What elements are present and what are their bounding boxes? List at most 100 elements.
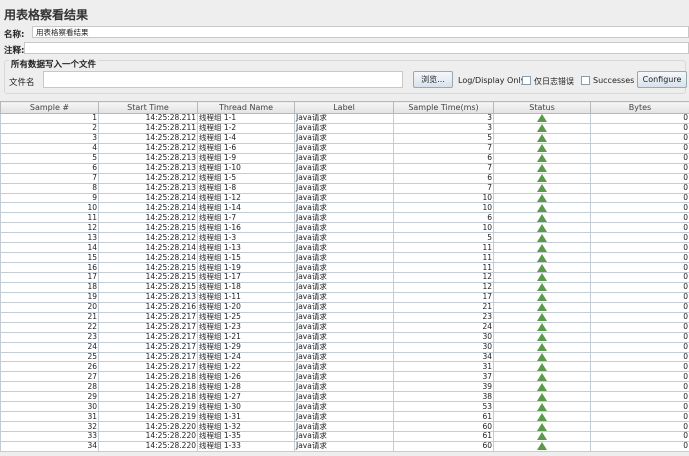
status-cell (493, 122, 591, 134)
sample-time-cell: 10 (393, 192, 494, 204)
errors-only-checkbox[interactable] (522, 76, 531, 85)
start-time-cell: 14:25:28.220 (98, 440, 198, 452)
table-row[interactable]: 10 14:25:28.214 线程组 1-14 Java请求 10 0 (0, 202, 689, 214)
column-header-sample[interactable]: Sample # (0, 101, 99, 114)
file-input[interactable] (43, 71, 403, 88)
table-row[interactable]: 7 14:25:28.212 线程组 1-5 Java请求 6 0 (0, 172, 689, 184)
table-row[interactable]: 8 14:25:28.213 线程组 1-8 Java请求 7 0 (0, 182, 689, 194)
start-time-cell: 14:25:28.215 (98, 281, 198, 293)
table-row[interactable]: 28 14:25:28.218 线程组 1-28 Java请求 39 0 (0, 381, 689, 393)
table-row[interactable]: 13 14:25:28.212 线程组 1-3 Java请求 5 0 (0, 232, 689, 244)
sample-time-cell: 11 (393, 252, 494, 264)
table-row[interactable]: 31 14:25:28.219 线程组 1-31 Java请求 61 0 (0, 411, 689, 423)
table-row[interactable]: 9 14:25:28.214 线程组 1-12 Java请求 10 0 (0, 192, 689, 204)
column-header-label[interactable]: Label (294, 101, 394, 114)
table-row[interactable]: 26 14:25:28.217 线程组 1-22 Java请求 31 0 (0, 361, 689, 373)
table-row[interactable]: 1 14:25:28.211 线程组 1-1 Java请求 3 0 (0, 113, 689, 124)
successes-checkbox[interactable] (581, 76, 590, 85)
label-cell: Java请求 (294, 331, 394, 343)
browse-button[interactable]: 浏览... (413, 71, 453, 88)
table-row[interactable]: 19 14:25:28.213 线程组 1-11 Java请求 17 0 (0, 291, 689, 303)
table-row[interactable]: 3 14:25:28.212 线程组 1-4 Java请求 5 0 (0, 132, 689, 144)
column-header-bytes[interactable]: Bytes (590, 101, 689, 114)
column-header-sample-time[interactable]: Sample Time(ms) (393, 101, 494, 114)
column-header-status[interactable]: Status (493, 101, 591, 114)
status-cell (493, 202, 591, 214)
label-cell: Java请求 (294, 252, 394, 264)
sample-number-cell: 10 (0, 202, 99, 214)
table-row[interactable]: 6 14:25:28.213 线程组 1-10 Java请求 7 0 (0, 162, 689, 174)
success-icon (537, 114, 547, 123)
table-row[interactable]: 2 14:25:28.211 线程组 1-2 Java请求 3 0 (0, 122, 689, 134)
table-row[interactable]: 25 14:25:28.217 线程组 1-24 Java请求 34 0 (0, 351, 689, 363)
thread-name-cell: 线程组 1-14 (197, 202, 295, 214)
table-row[interactable]: 24 14:25:28.217 线程组 1-29 Java请求 30 0 (0, 341, 689, 353)
bytes-cell: 0 (590, 281, 689, 293)
name-input[interactable]: 用表格察看结果 (32, 26, 689, 38)
thread-name-cell: 线程组 1-11 (197, 291, 295, 303)
table-row[interactable]: 5 14:25:28.213 线程组 1-9 Java请求 6 0 (0, 152, 689, 164)
table-row[interactable]: 16 14:25:28.215 线程组 1-19 Java请求 11 0 (0, 262, 689, 273)
success-icon (537, 303, 547, 312)
panel-title: 用表格察看结果 (4, 8, 89, 22)
table-row[interactable]: 17 14:25:28.215 线程组 1-17 Java请求 12 0 (0, 272, 689, 283)
name-label: 名称: (4, 30, 25, 40)
file-group: 所有数据写入一个文件 (4, 58, 686, 94)
status-cell (493, 132, 591, 144)
table-row[interactable]: 27 14:25:28.218 线程组 1-26 Java请求 37 0 (0, 371, 689, 383)
success-icon (537, 233, 547, 242)
column-header-thread-name[interactable]: Thread Name (197, 101, 295, 114)
success-icon (537, 352, 547, 361)
sample-number-cell: 32 (0, 421, 99, 432)
thread-name-cell: 线程组 1-16 (197, 222, 295, 234)
table-row[interactable]: 4 14:25:28.212 线程组 1-6 Java请求 7 0 (0, 142, 689, 154)
file-label: 文件名 (9, 78, 35, 88)
label-cell: Java请求 (294, 440, 394, 452)
sample-number-cell: 26 (0, 361, 99, 373)
success-icon (537, 273, 547, 282)
table-row[interactable]: 14 14:25:28.214 线程组 1-13 Java请求 11 0 (0, 242, 689, 254)
table-row[interactable]: 34 14:25:28.220 线程组 1-33 Java请求 60 0 (0, 440, 689, 452)
table-row[interactable]: 29 14:25:28.218 线程组 1-27 Java请求 38 0 (0, 391, 689, 403)
label-cell: Java请求 (294, 341, 394, 353)
sample-time-cell: 37 (393, 371, 494, 383)
status-cell (493, 142, 591, 154)
table-row[interactable]: 22 14:25:28.217 线程组 1-23 Java请求 24 0 (0, 321, 689, 333)
sample-number-cell: 34 (0, 440, 99, 452)
status-cell (493, 311, 591, 323)
table-row[interactable]: 30 14:25:28.219 线程组 1-30 Java请求 53 0 (0, 401, 689, 413)
column-header-start-time[interactable]: Start Time (98, 101, 198, 114)
label-cell: Java请求 (294, 311, 394, 323)
label-cell: Java请求 (294, 401, 394, 413)
table-row[interactable]: 23 14:25:28.217 线程组 1-21 Java请求 30 0 (0, 331, 689, 343)
table-row[interactable]: 15 14:25:28.214 线程组 1-15 Java请求 11 0 (0, 252, 689, 264)
table-row[interactable]: 32 14:25:28.220 线程组 1-32 Java请求 60 0 (0, 421, 689, 432)
sample-time-cell: 31 (393, 361, 494, 373)
status-cell (493, 321, 591, 333)
sample-number-cell: 14 (0, 242, 99, 254)
table-row[interactable]: 12 14:25:28.215 线程组 1-16 Java请求 10 0 (0, 222, 689, 234)
table-row[interactable]: 21 14:25:28.217 线程组 1-25 Java请求 23 0 (0, 311, 689, 323)
bytes-cell: 0 (590, 192, 689, 204)
thread-name-cell: 线程组 1-13 (197, 242, 295, 254)
table-row[interactable]: 20 14:25:28.216 线程组 1-20 Java请求 21 0 (0, 301, 689, 313)
success-icon (537, 223, 547, 232)
label-cell: Java请求 (294, 192, 394, 204)
bytes-cell: 0 (590, 252, 689, 264)
thread-name-cell: 线程组 1-21 (197, 331, 295, 343)
success-icon (537, 362, 547, 371)
sample-number-cell: 3 (0, 132, 99, 144)
start-time-cell: 14:25:28.218 (98, 391, 198, 403)
table-row[interactable]: 33 14:25:28.220 线程组 1-35 Java请求 61 0 (0, 431, 689, 442)
sample-number-cell: 22 (0, 321, 99, 333)
comment-input[interactable] (24, 42, 689, 54)
start-time-cell: 14:25:28.214 (98, 202, 198, 214)
start-time-cell: 14:25:28.211 (98, 122, 198, 134)
table-row[interactable]: 18 14:25:28.215 线程组 1-18 Java请求 12 0 (0, 281, 689, 293)
bytes-cell: 0 (590, 262, 689, 273)
bytes-cell: 0 (590, 301, 689, 313)
sample-time-cell: 6 (393, 212, 494, 224)
configure-button[interactable]: Configure (637, 71, 687, 88)
sample-number-cell: 2 (0, 122, 99, 134)
table-row[interactable]: 11 14:25:28.212 线程组 1-7 Java请求 6 0 (0, 212, 689, 224)
